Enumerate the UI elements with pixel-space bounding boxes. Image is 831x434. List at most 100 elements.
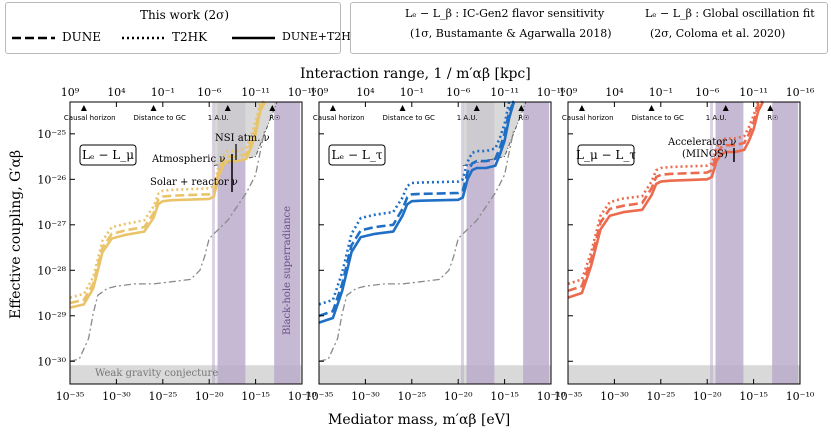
- bottom-tick-label: 10⁻³⁰: [600, 390, 629, 403]
- marker-label: Causal horizon: [313, 114, 365, 122]
- panel-label-box: [79, 144, 137, 166]
- bottom-tick-label: 10⁻²⁵: [646, 390, 675, 403]
- bottom-tick-label: 10⁻²⁰: [693, 390, 722, 403]
- panel-label: Lₑ − L_τ: [332, 148, 383, 162]
- bottom-tick-label: 10⁻²⁰: [444, 390, 473, 403]
- series-dune-t2hk-line: [318, 101, 516, 324]
- bottom-tick-label: 10⁻¹⁰: [288, 390, 317, 403]
- panel-label: Lₑ − L_μ: [82, 148, 134, 162]
- bottom-tick-label: 10⁻¹⁵: [241, 390, 270, 403]
- annotation-nsi: NSI atm. ν: [215, 133, 270, 144]
- annotation-atmospheric: Atmospheric ν: [151, 154, 225, 165]
- series-t2hk-line: [69, 100, 265, 299]
- legend-this-work: [5, 2, 341, 54]
- marker-triangle: [329, 105, 336, 111]
- top-tick-label: 10⁹: [310, 86, 329, 99]
- marker-label: R☉: [518, 114, 529, 122]
- legend-global-line2: (2σ, Coloma et al. 2020): [650, 27, 786, 40]
- marker-triangle: [269, 105, 276, 111]
- marker-triangle: [473, 105, 480, 111]
- bottom-axis-title: Mediator mass, m′αβ [eV]: [328, 412, 511, 428]
- y-tick-label: 10⁻²⁷: [37, 219, 66, 232]
- top-tick-label: 10⁻⁶: [695, 86, 720, 99]
- global-fit-line: [462, 101, 527, 167]
- top-tick-label: 10⁴: [605, 86, 624, 99]
- bottom-tick-label: 10⁻³⁵: [554, 390, 583, 403]
- marker-triangle: [722, 105, 729, 111]
- panel-label-box: [328, 144, 386, 166]
- bottom-tick-label: 10⁻¹⁰: [537, 390, 566, 403]
- marker-label: Distance to GC: [383, 114, 436, 122]
- top-tick-label: 10⁻⁶: [197, 86, 222, 99]
- axes-frame: [567, 101, 801, 385]
- global-fit-region: [213, 102, 277, 166]
- excluded-band-thin: [460, 102, 464, 384]
- marker-triangle: [767, 105, 774, 111]
- top-tick-label: 10⁻¹: [400, 86, 424, 99]
- marker-label: R☉: [269, 114, 280, 122]
- top-tick-label: 10⁻¹⁶: [288, 86, 317, 99]
- y-tick-label: 10⁻²⁸: [37, 264, 66, 277]
- marker-triangle: [80, 105, 87, 111]
- y-tick-label: 10⁻³⁰: [37, 355, 66, 368]
- legend-icgen2-line1: Lₑ − L_β : IC-Gen2 flavor sensitivity: [405, 7, 605, 20]
- marker-label: Distance to GC: [632, 114, 685, 122]
- bottom-tick-label: 10⁻²⁰: [195, 390, 224, 403]
- bottom-tick-label: 10⁻¹⁰: [786, 390, 815, 403]
- top-axis-title: Interaction range, 1 / m′αβ [kpc]: [300, 66, 531, 82]
- top-tick-label: 10⁻¹⁶: [786, 86, 815, 99]
- panel-label-box: [577, 144, 635, 166]
- legend-this-work-title: This work (2σ): [140, 8, 230, 22]
- y-tick-label: 10⁻²⁹: [37, 310, 66, 323]
- top-tick-label: 10⁹: [559, 86, 578, 99]
- marker-label: 1 A.U.: [706, 114, 727, 122]
- top-tick-label: 10⁻¹: [151, 86, 175, 99]
- legend-icgen2-line2: (1σ, Bustamante & Agarwalla 2018): [410, 27, 612, 40]
- series-dune-t2hk-line: [567, 101, 765, 299]
- annotation-weak-gravity: Weak gravity conjecture: [95, 368, 218, 379]
- top-tick-label: 10⁻¹⁶: [537, 86, 566, 99]
- top-tick-label: 10⁻⁶: [446, 86, 471, 99]
- marker-triangle: [224, 105, 231, 111]
- annotation-black-hole: Black-hole superradiance: [282, 206, 293, 335]
- top-tick-label: 10⁹: [61, 86, 80, 99]
- axes-frame: [318, 101, 552, 385]
- y-tick-label: 10⁻²⁵: [37, 128, 66, 141]
- weak-gravity-band: [319, 365, 551, 384]
- bottom-tick-label: 10⁻³⁰: [102, 390, 131, 403]
- y-tick-label: 10⁻²⁶: [37, 173, 66, 186]
- black-hole-band: [523, 102, 550, 384]
- annotation-accelerator: Accelerator ν: [667, 137, 736, 148]
- icgen2-line: [318, 129, 515, 362]
- marker-label: 1 A.U.: [208, 114, 229, 122]
- legend-dune-t2hk-label: DUNE+T2HK: [282, 30, 360, 43]
- bottom-tick-label: 10⁻²⁵: [397, 390, 426, 403]
- annotation-solar: Solar + reactor ν: [150, 177, 238, 188]
- series-dune-line: [318, 101, 516, 318]
- excluded-band-thin: [211, 102, 215, 384]
- legend-t2hk-label: T2HK: [172, 30, 208, 44]
- top-tick-label: 10⁴: [356, 86, 375, 99]
- marker-label: Distance to GC: [134, 114, 187, 122]
- legend-dune-label: DUNE: [62, 30, 101, 44]
- series-dune-line: [69, 101, 266, 305]
- top-tick-label: 10⁻¹: [649, 86, 673, 99]
- top-tick-label: 10⁻¹¹: [490, 86, 519, 99]
- top-tick-label: 10⁻¹¹: [739, 86, 768, 99]
- icgen2-line: [69, 129, 266, 362]
- annotation-minos: (MINOS): [682, 149, 728, 160]
- marker-triangle: [518, 105, 525, 111]
- bottom-tick-label: 10⁻³⁰: [351, 390, 380, 403]
- panel-label: L_μ − L_τ: [576, 148, 636, 162]
- global-fit-line: [213, 101, 278, 167]
- bottom-tick-label: 10⁻²⁵: [148, 390, 177, 403]
- marker-label: 1 A.U.: [457, 114, 478, 122]
- legend-external: [350, 2, 828, 54]
- series-t2hk-line: [567, 100, 763, 286]
- bottom-tick-label: 10⁻¹⁵: [490, 390, 519, 403]
- bottom-tick-label: 10⁻³⁵: [56, 390, 85, 403]
- bottom-tick-label: 10⁻³⁵: [305, 390, 334, 403]
- bottom-tick-label: 10⁻¹⁵: [739, 390, 768, 403]
- marker-triangle: [399, 105, 406, 111]
